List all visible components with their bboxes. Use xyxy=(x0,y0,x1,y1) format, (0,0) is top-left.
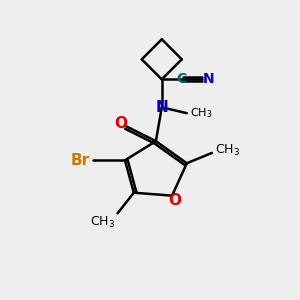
Text: N: N xyxy=(155,100,168,115)
Text: CH$_3$: CH$_3$ xyxy=(215,142,240,158)
Text: O: O xyxy=(114,116,127,131)
Text: O: O xyxy=(169,193,182,208)
Text: CH$_3$: CH$_3$ xyxy=(190,106,212,120)
Text: CH$_3$: CH$_3$ xyxy=(89,215,115,230)
Text: Br: Br xyxy=(70,153,90,168)
Text: N: N xyxy=(203,72,214,86)
Text: C: C xyxy=(176,72,187,86)
